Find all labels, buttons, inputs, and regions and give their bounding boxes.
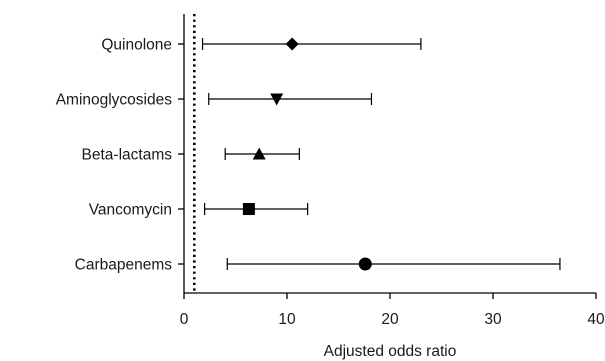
forest-row: Quinolone xyxy=(101,37,422,54)
point-estimate-triangle-down xyxy=(270,93,284,106)
point-estimate-circle xyxy=(358,257,372,271)
x-tick-label: 30 xyxy=(484,311,502,328)
x-tick-label: 40 xyxy=(587,311,605,328)
row-label: Beta-lactams xyxy=(82,147,173,164)
x-axis-label: Adjusted odds ratio xyxy=(324,343,457,360)
point-estimate-diamond xyxy=(285,37,299,51)
forest-row: Vancomycin xyxy=(89,202,309,219)
point-estimate-square xyxy=(242,203,255,215)
row-label: Vancomycin xyxy=(89,202,172,219)
x-tick-label: 20 xyxy=(381,311,399,328)
forest-row: Aminoglycosides xyxy=(56,92,373,109)
row-label: Quinolone xyxy=(101,37,172,54)
point-estimate-triangle-up xyxy=(252,147,266,160)
forest-row: Carbapenems xyxy=(75,257,561,274)
row-label: Aminoglycosides xyxy=(56,92,173,109)
x-tick-label: 0 xyxy=(180,311,189,328)
row-label: Carbapenems xyxy=(75,257,173,274)
forest-row: Beta-lactams xyxy=(82,147,300,164)
x-tick-label: 10 xyxy=(278,311,296,328)
